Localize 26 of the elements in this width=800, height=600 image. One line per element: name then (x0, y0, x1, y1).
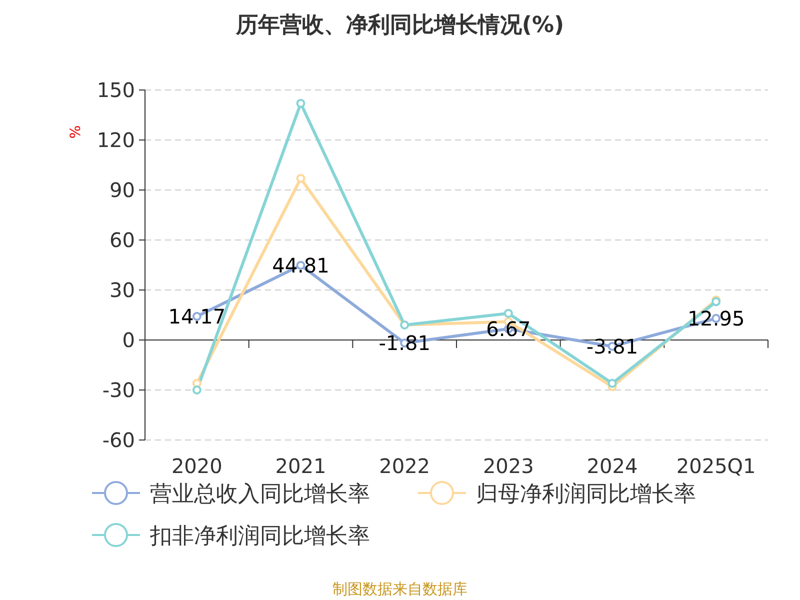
data-label: 12.95 (687, 306, 745, 330)
legend-label: 营业总收入同比增长率 (150, 482, 370, 507)
x-tick-label: 2022 (379, 454, 430, 478)
y-tick-label: 30 (110, 278, 135, 302)
x-tick-label: 2025Q1 (676, 454, 756, 478)
x-tick-label: 2021 (275, 454, 326, 478)
y-tick-label: -60 (102, 428, 135, 452)
x-tick-label: 2020 (171, 454, 222, 478)
chart-title: 历年营收、净利同比增长情况(%) (234, 13, 564, 38)
y-tick-label: 60 (110, 228, 135, 252)
x-tick-label: 2024 (586, 454, 638, 478)
data-label: 14.17 (168, 304, 226, 328)
y-tick-label: 150 (96, 78, 135, 102)
legend-label: 扣非净利润同比增长率 (149, 524, 370, 549)
y-tick-label: 120 (96, 128, 135, 152)
data-label: -1.81 (378, 331, 430, 356)
data-label: 6.67 (486, 316, 531, 341)
y-axis-title: % (68, 125, 84, 139)
x-tick-label: 2023 (482, 454, 534, 478)
legend-label: 归母净利润同比增长率 (476, 482, 696, 507)
text: 制图数据来自数据库 (332, 580, 468, 598)
data-label: 44.81 (272, 253, 330, 278)
data-label: -3.81 (586, 334, 638, 358)
y-tick-label: 0 (122, 328, 135, 352)
y-tick-label: 90 (110, 178, 135, 202)
y-tick-label: -30 (102, 378, 135, 402)
